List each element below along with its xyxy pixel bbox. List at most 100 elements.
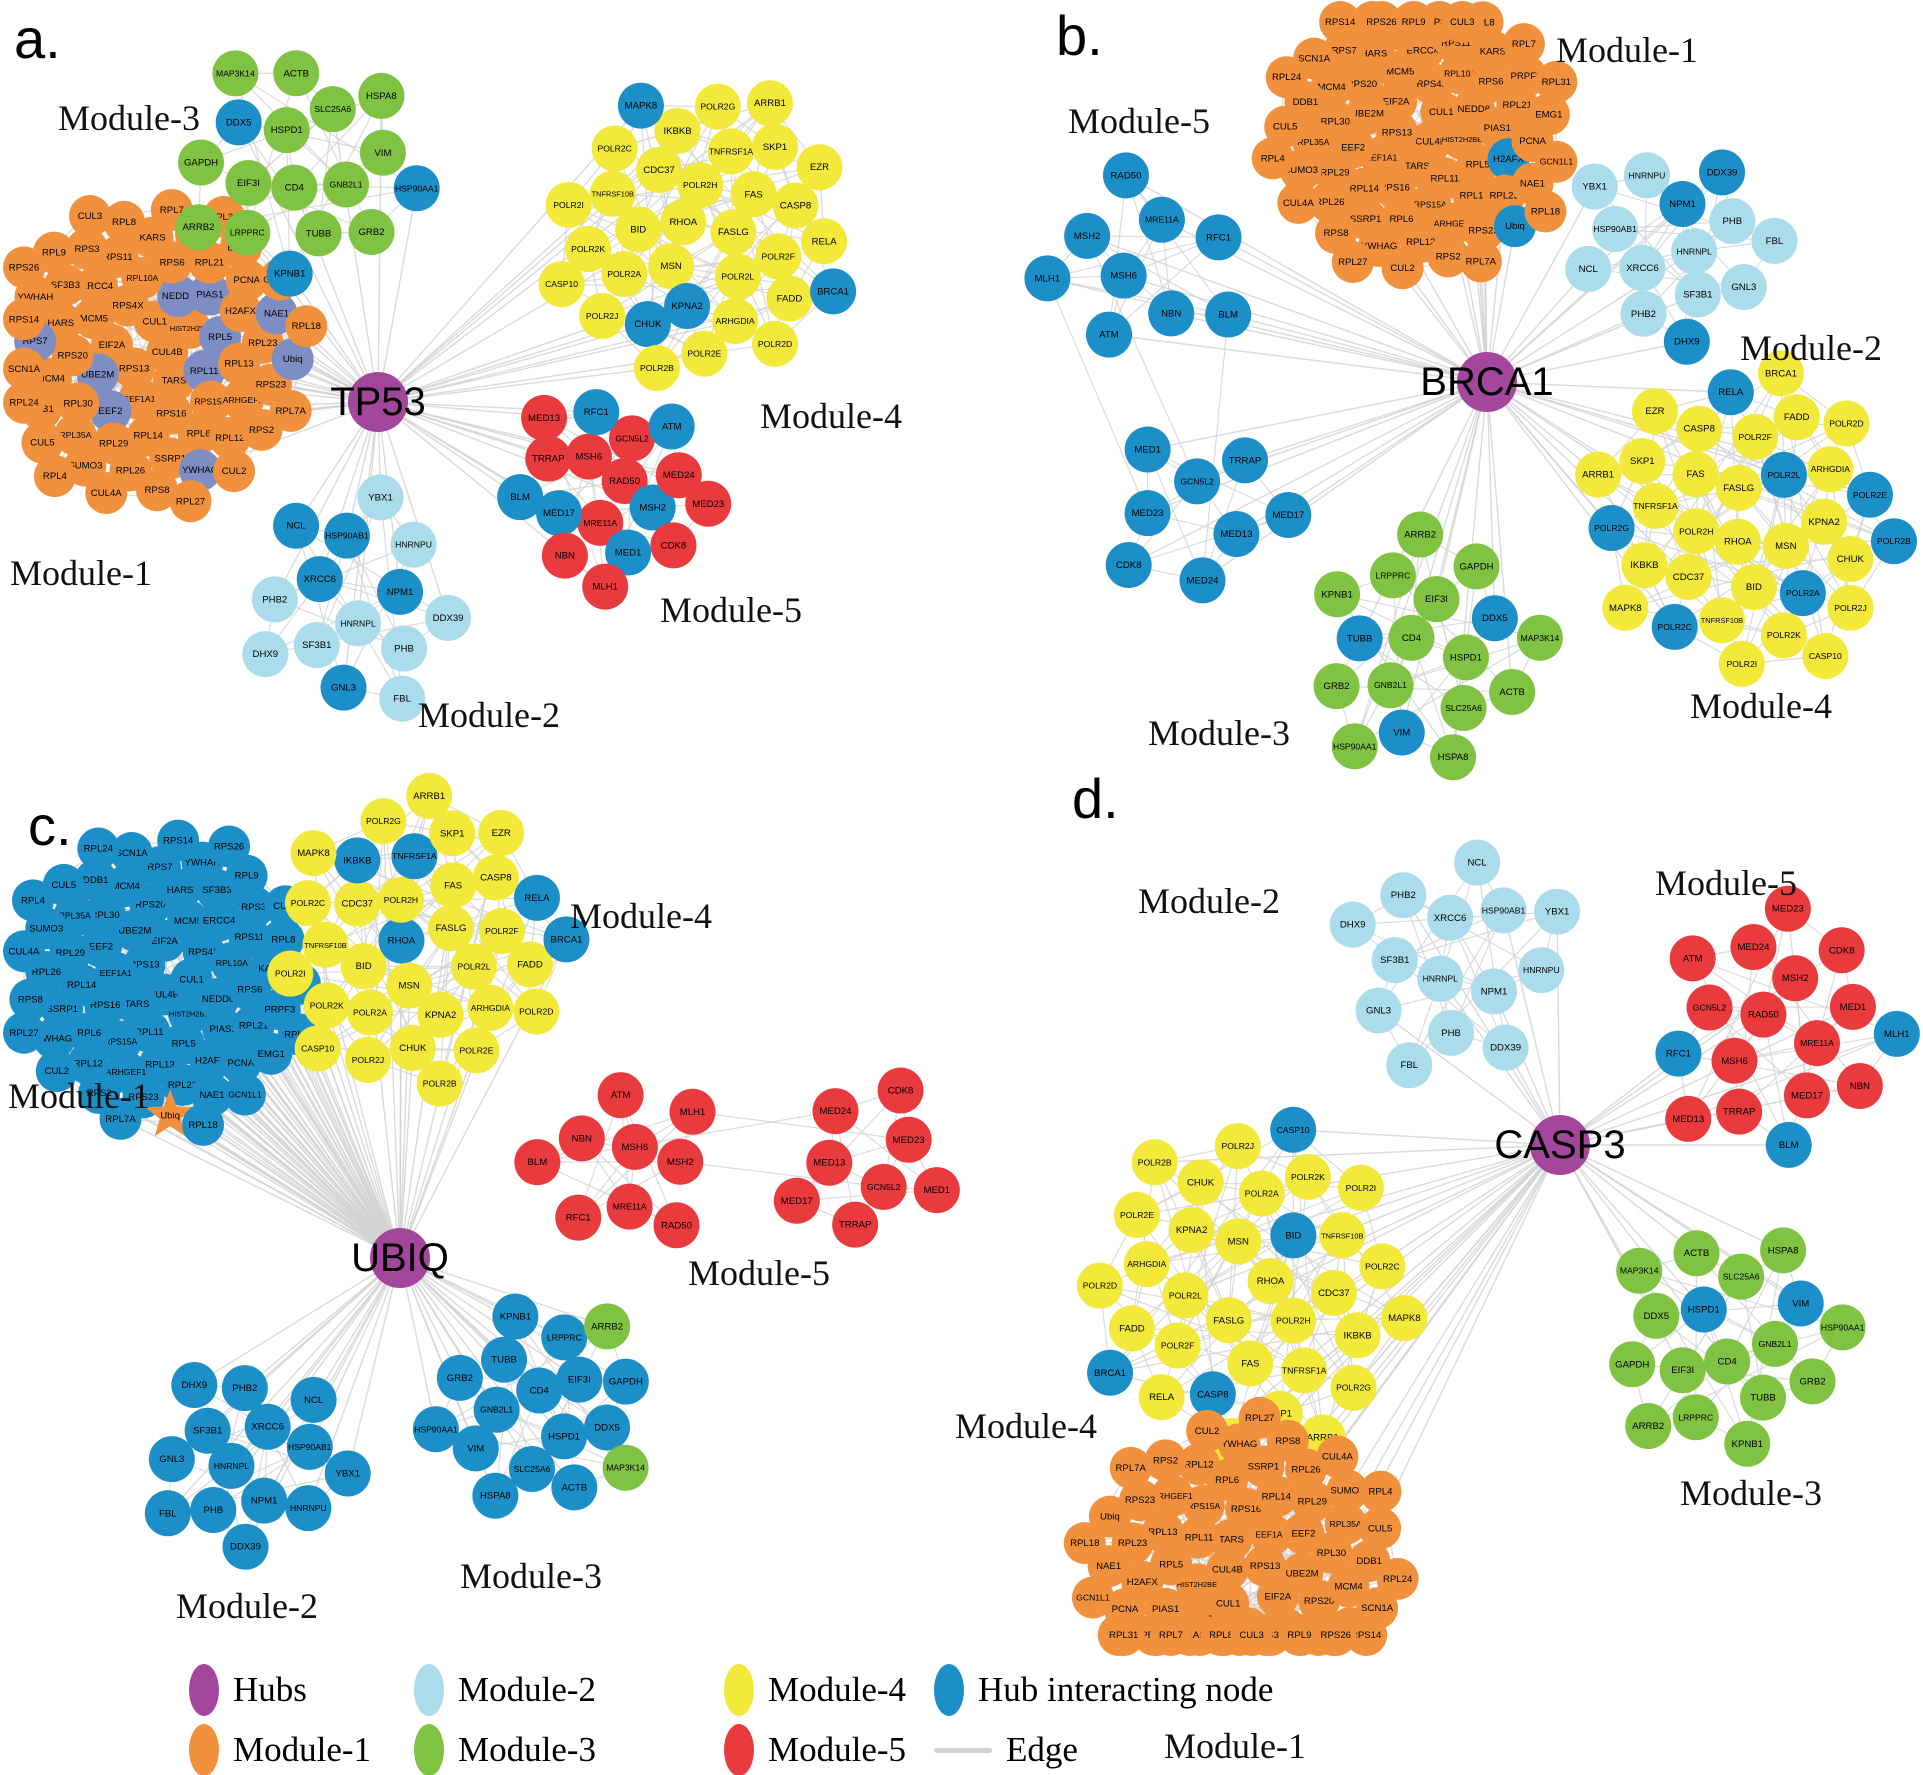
node-CASP8: CASP8 — [772, 182, 819, 229]
node-label: EIF2A — [1383, 97, 1410, 108]
node-label: CUL4A — [91, 488, 123, 499]
node-POLR2C: POLR2C — [1359, 1243, 1406, 1290]
node-label: CUL1 — [179, 974, 204, 985]
node-TUBB: TUBB — [1740, 1374, 1787, 1421]
node-label: POLR2D — [519, 1007, 553, 1017]
node-MLH1: MLH1 — [669, 1088, 716, 1135]
node-label: EEF2 — [1291, 1529, 1315, 1540]
node-label: RPL4 — [1261, 153, 1286, 164]
node-label: UBE2M — [118, 926, 151, 937]
node-label: PHB — [203, 1505, 223, 1516]
node-label: FAS — [1241, 1358, 1259, 1369]
node-NPM1: NPM1 — [377, 568, 424, 615]
node-GRB2: GRB2 — [1789, 1358, 1836, 1405]
node-label: ARRB2 — [1404, 530, 1436, 541]
node-RPL7: RPL7 — [1502, 23, 1545, 66]
node-label: H2AFX — [1493, 154, 1525, 165]
node-GAPDH: GAPDH — [1453, 543, 1500, 590]
node-BLM: BLM — [497, 474, 544, 521]
node-YBX1: YBX1 — [324, 1450, 371, 1497]
module-label: Module-2 — [1138, 881, 1280, 921]
node-label: CD4 — [1718, 1356, 1738, 1367]
node-CUL4A: CUL4A — [1277, 181, 1320, 224]
node-label: RHOA — [388, 935, 416, 946]
node-RPS3: RPS3 — [66, 227, 109, 270]
panel-c: CUL4BRPS13CUL1TARSEIF2AHIST2H2BEEEF1A1RP… — [3, 772, 960, 1626]
node-label: EEF1A1 — [1255, 1530, 1287, 1540]
node-ARRB2: ARRB2 — [1625, 1402, 1672, 1449]
node-label: BRCA1 — [550, 934, 582, 945]
node-RFC1: RFC1 — [555, 1194, 602, 1241]
node-label: RPL30 — [90, 910, 119, 921]
node-POLR2G: POLR2G — [1588, 505, 1635, 552]
node-RPL6: RPL6 — [68, 1012, 111, 1055]
node-POLR2J: POLR2J — [1827, 584, 1874, 631]
node-label: RPL31 — [1542, 77, 1571, 88]
module-label: Module-3 — [58, 98, 200, 138]
node-label: RPS7 — [147, 862, 172, 873]
node-CUL3: CUL3 — [1441, 1, 1484, 43]
module-label: Module-5 — [660, 590, 802, 630]
node-POLR2C: POLR2C — [1651, 603, 1698, 650]
node-label: MCM4 — [37, 374, 66, 385]
node-HSP90AA1: HSP90AA1 — [1819, 1304, 1866, 1351]
node-label: Ubiq — [160, 1110, 180, 1121]
node-label: POLR2E — [1853, 490, 1887, 500]
node-Ubiq: Ubiq — [1088, 1495, 1131, 1538]
node-SF3B1: SF3B1 — [293, 622, 340, 669]
node-GCN1L1: GCN1L1 — [1071, 1576, 1114, 1619]
hub-label: UBIQ — [351, 1236, 449, 1280]
node-RHOA: RHOA — [1714, 518, 1761, 565]
node-layer: HNRNPL XRCC6 NPM1 SF3B1 HSP90AB1 PHB PHB2 HNRNP… — [1063, 839, 1920, 1656]
node-RPL4: RPL4 — [11, 879, 54, 922]
node-label: IKBKB — [1630, 560, 1658, 571]
node-MED24: MED24 — [1730, 924, 1777, 971]
node-label: RPL12 — [215, 433, 244, 444]
node-RELA: RELA — [1138, 1374, 1185, 1421]
node-label: HSPA8 — [366, 91, 397, 102]
node-label: CDK8 — [1116, 560, 1142, 571]
node-POLR2I: POLR2I — [1337, 1164, 1384, 1211]
node-NCL: NCL — [273, 502, 320, 549]
legend-label: Module-5 — [768, 1730, 907, 1769]
node-CASP10: CASP10 — [1270, 1106, 1317, 1153]
node-label: POLR2C — [1365, 1261, 1399, 1271]
node-label: CHUK — [634, 319, 662, 330]
node-label: CUL4B — [1212, 1564, 1243, 1575]
node-CHUK: CHUK — [389, 1024, 436, 1071]
node-RPL24: RPL24 — [77, 827, 120, 870]
node-label: NBN — [572, 1133, 592, 1144]
node-label: RPL30 — [1321, 117, 1350, 128]
node-label: HIST2H2BE — [170, 324, 210, 333]
node-label: RPL18 — [1070, 1538, 1099, 1549]
node-label: GNL3 — [1731, 282, 1756, 293]
node-label: RPL21 — [195, 258, 224, 269]
node-MED1: MED1 — [913, 1167, 960, 1214]
node-MAPK8: MAPK8 — [617, 82, 664, 129]
module-label: Module-1 — [1164, 1726, 1306, 1766]
node-label: RPL10A — [1444, 69, 1476, 79]
node-label: MAP3K14 — [1620, 1266, 1659, 1276]
node-label: MED13 — [813, 1158, 845, 1169]
module-label: Module-1 — [1556, 30, 1698, 70]
node-POLR2G: POLR2G — [360, 798, 407, 845]
legend-label: Module-2 — [458, 1670, 597, 1709]
node-label: RPL7 — [1159, 1630, 1183, 1641]
node-FAS: FAS — [730, 171, 777, 218]
module-5-color-swatch — [724, 1724, 754, 1775]
node-GCN5L2: GCN5L2 — [860, 1163, 907, 1210]
node-label: CUL1 — [1429, 107, 1454, 118]
node-label: NBN — [1850, 1081, 1870, 1092]
node-label: RPS4X — [112, 301, 144, 312]
node-label: DDX5 — [1482, 613, 1508, 624]
node-label: RHOA — [669, 217, 697, 228]
node-SLC25A6: SLC25A6 — [309, 86, 356, 133]
node-label: MED1 — [923, 1185, 950, 1196]
node-IKBKB: IKBKB — [1334, 1312, 1381, 1359]
module-label: Module-5 — [688, 1253, 830, 1293]
node-label: POLR2I — [275, 969, 306, 979]
node-label: HIST2H2BE — [1442, 135, 1482, 144]
node-label: EZR — [810, 162, 829, 173]
